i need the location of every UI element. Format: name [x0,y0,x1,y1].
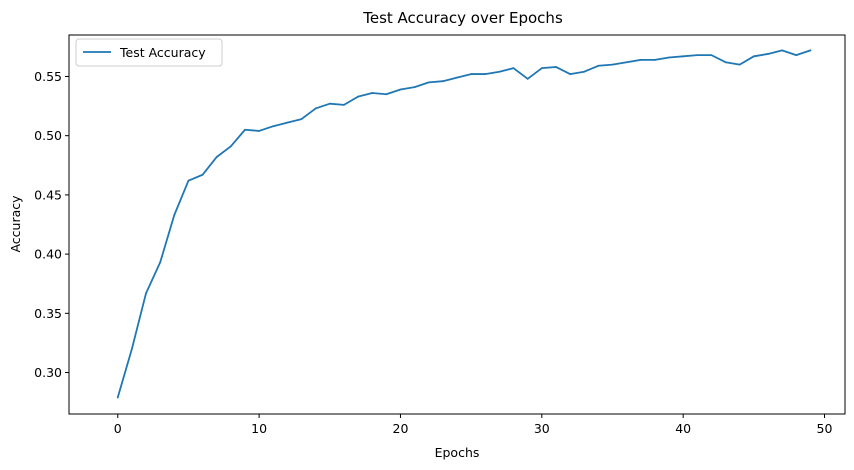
data-point [781,49,783,52]
data-point [314,107,317,110]
legend: Test Accuracy [75,38,223,67]
chart-title: Test Accuracy over Epochs [362,9,563,27]
data-point [668,56,670,59]
plot-frame [68,34,846,415]
data-point [653,58,656,61]
data-point [456,76,458,79]
x-axis: 0 10 20 30 40 50 [114,414,833,436]
data-point [244,128,246,131]
data-point [682,55,685,58]
x-tick-label: 40 [675,421,691,436]
data-point [526,77,529,80]
data-point [795,54,798,57]
data-point [540,67,543,70]
data-point [639,58,642,61]
data-point [413,86,416,89]
data-point [738,63,741,66]
data-point [272,125,275,128]
data-point [258,130,261,132]
data-point [583,70,586,73]
legend-label: Test Accuracy [119,45,206,60]
x-tick-label: 10 [251,421,267,436]
y-tick-label: 0.55 [34,69,62,84]
data-point [724,61,727,64]
x-axis-label: Epochs [435,445,480,460]
x-tick-label: 30 [534,421,550,436]
data-point [512,67,515,70]
data-point [809,49,812,52]
plot-area [116,49,812,399]
y-tick-label: 0.45 [34,187,62,202]
x-tick-label: 20 [393,421,409,436]
y-tick-label: 0.40 [34,247,62,262]
data-point [215,156,218,158]
y-axis: 0.30 0.35 0.40 0.45 0.50 0.55 [34,69,69,380]
data-point [696,54,699,57]
data-point [328,102,331,105]
data-point [385,93,388,96]
data-point [427,81,430,84]
data-point [357,95,359,98]
data-point [229,145,232,148]
data-point [484,73,487,75]
data-point [441,80,444,83]
data-point [343,103,345,106]
data-point [300,118,303,120]
data-point [131,347,133,350]
data-point [498,70,501,73]
data-point [371,92,374,94]
data-point [555,66,557,68]
data-point [767,53,769,55]
data-point [145,292,147,295]
data-point [399,88,402,91]
data-point [159,261,162,264]
data-point [173,214,176,216]
data-point [286,121,289,124]
data-point [752,55,755,58]
y-tick-label: 0.50 [34,128,62,143]
y-tick-label: 0.35 [34,306,62,321]
x-tick-label: 50 [817,421,833,436]
data-point [625,61,628,64]
legend-box [75,38,223,67]
data-point [187,179,190,182]
data-point [597,64,600,67]
data-point [470,73,473,75]
data-point [611,63,614,66]
y-tick-label: 0.30 [34,365,62,380]
x-tick-label: 0 [114,421,122,436]
data-point [710,54,713,57]
data-point [116,396,119,399]
y-axis-label: Accuracy [8,195,23,253]
series-line-test-accuracy [116,49,812,399]
data-point [569,73,571,75]
data-point [201,173,204,176]
